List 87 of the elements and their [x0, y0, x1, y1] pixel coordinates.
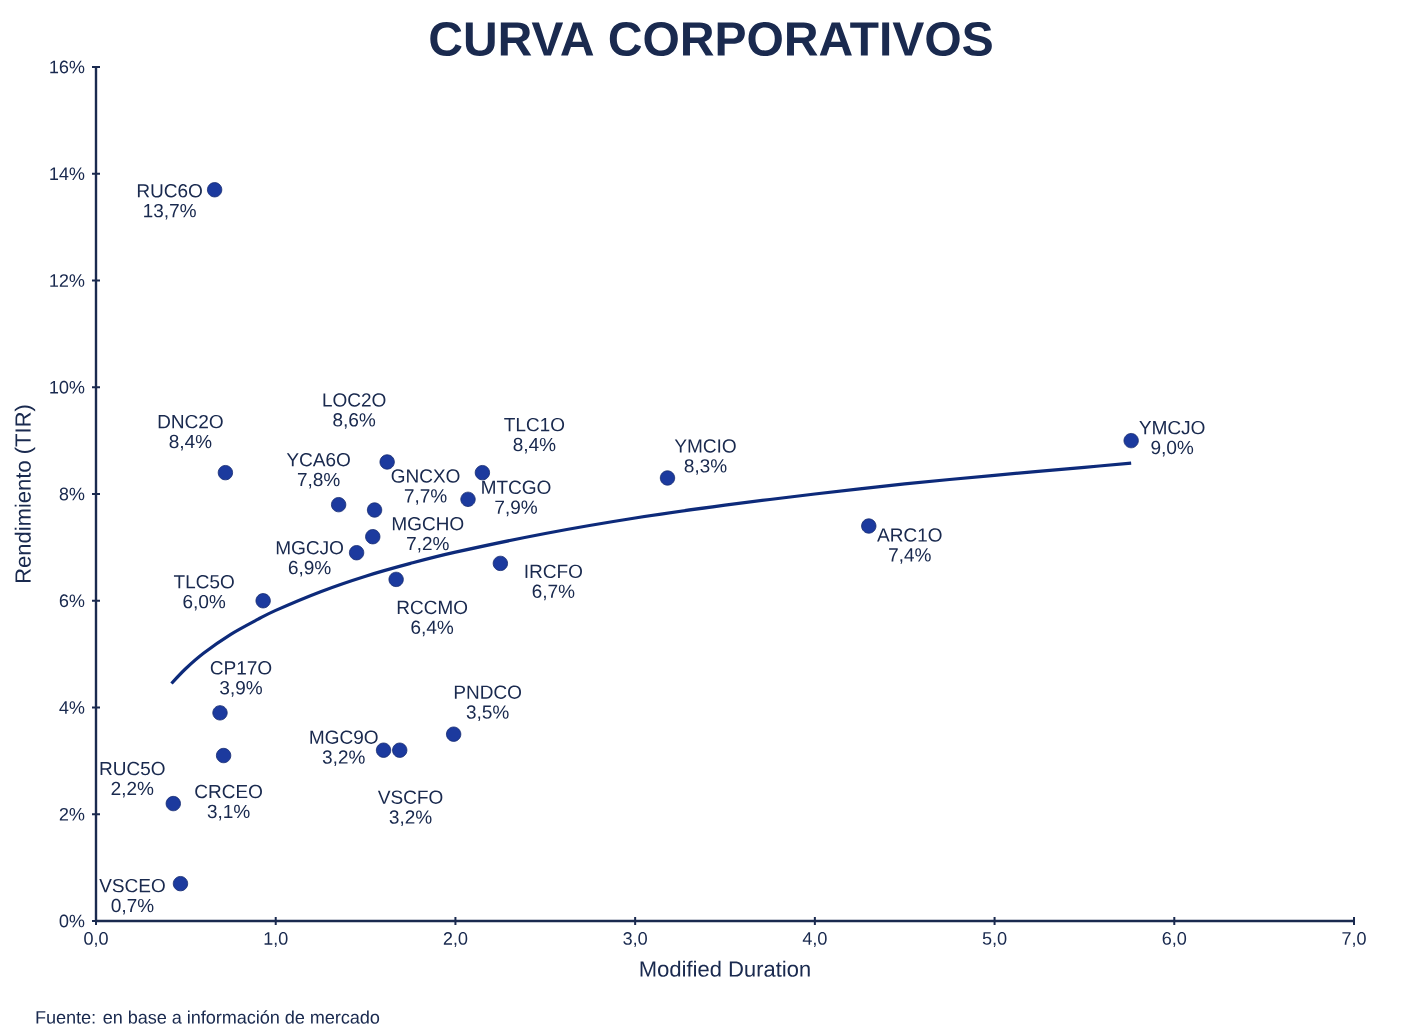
annotation: VSCEO [99, 878, 165, 893]
data-label: 3,2% [389, 810, 432, 827]
data-label: 8,4% [169, 434, 212, 451]
annotation: CRCEO [195, 784, 262, 799]
point [460, 491, 476, 507]
annotation: TLC5O [173, 575, 234, 589]
x-tick-label: 0,0 [84, 932, 108, 947]
annotation: MTCGO [482, 480, 551, 495]
annotation: YCA6O [286, 452, 350, 467]
data-label: 7,2% [407, 536, 449, 553]
y-tick-label: 6% [59, 594, 85, 608]
point [216, 747, 232, 764]
point [172, 876, 189, 892]
point [861, 518, 877, 534]
annotation: MGC9O [310, 730, 378, 744]
annotation: YMCIO [674, 439, 736, 453]
data-label: 3,1% [207, 804, 250, 821]
point [379, 454, 395, 470]
x-tick-label: 5,0 [982, 932, 1007, 947]
y-tick-label: 2% [59, 807, 85, 821]
point [217, 465, 233, 481]
x-tick-label: 1,0 [264, 932, 288, 947]
annotation: ARC1O [877, 528, 942, 542]
annotation: DNC2O [158, 414, 223, 429]
data-label: 13,7% [144, 203, 196, 220]
source-note: Fuente: en base a información de mercado [36, 1010, 380, 1024]
point [388, 571, 404, 587]
data-label: 3,9% [220, 680, 262, 697]
point [331, 497, 347, 513]
point [365, 529, 381, 545]
point [255, 593, 271, 609]
data-label: 7,4% [889, 548, 931, 564]
point [446, 726, 462, 742]
x-axis-title: Modified Duration [640, 960, 810, 977]
annotation: RUC5O [100, 761, 165, 776]
y-tick-label: 0% [59, 914, 85, 928]
point [474, 465, 490, 481]
data-label: 7,8% [297, 472, 340, 489]
data-label: 0,7% [111, 898, 154, 915]
data-label: 7,9% [495, 500, 537, 517]
annotation: IRCFO [525, 564, 582, 579]
annotation: MGCJO [276, 540, 343, 555]
data-label: 6,0% [183, 594, 226, 611]
annotation: CP17O [210, 661, 272, 675]
point [1123, 433, 1139, 449]
y-tick-label: 12% [50, 274, 85, 287]
y-tick-label: 14% [50, 167, 85, 181]
x-tick-label: 6,0 [1162, 932, 1187, 947]
chart-title: CURVA CORPORATIVOS [430, 22, 992, 56]
point [366, 502, 383, 518]
x-tick-label: 2,0 [443, 932, 468, 947]
point [212, 705, 228, 721]
point [659, 470, 676, 486]
data-label: 3,5% [466, 705, 509, 722]
point [348, 545, 365, 561]
x-tick-label: 7,0 [1342, 932, 1366, 947]
annotation: VSCFO [377, 790, 443, 804]
y-axis-title: Rendimiento (TIR) [14, 405, 36, 583]
annotation: MGCHO [392, 516, 464, 531]
annotation: RCCMO [397, 600, 468, 615]
x-tick-label: 4,0 [802, 932, 827, 947]
annotation: YMCJO [1139, 420, 1205, 435]
point [207, 182, 223, 198]
annotation: PNDCO [454, 685, 522, 699]
point [492, 555, 508, 571]
y-tick-label: 4% [59, 701, 85, 714]
y-tick-label: 8% [59, 487, 85, 501]
annotation: LOC2O [323, 393, 386, 407]
annotation: TLC1O [504, 417, 565, 432]
data-label: 6,4% [411, 620, 454, 637]
data-label: 8,6% [333, 413, 376, 429]
data-label: 8,3% [684, 459, 727, 475]
data-label: 3,2% [322, 750, 365, 767]
annotation: RUC6O [137, 184, 202, 198]
point [375, 742, 392, 758]
data-label: 9,0% [1151, 440, 1194, 457]
y-tick-label: 16% [50, 60, 85, 74]
y-tick-label: 10% [50, 380, 85, 394]
data-label: 7,7% [404, 489, 447, 505]
point [392, 742, 408, 758]
data-label: 2,2% [111, 781, 154, 798]
data-label: 6,9% [288, 560, 331, 577]
annotation: GNCXO [391, 469, 460, 483]
data-label: 8,4% [513, 437, 556, 454]
x-tick-label: 3,0 [623, 932, 647, 947]
point [165, 795, 181, 812]
data-label: 6,7% [532, 584, 575, 601]
